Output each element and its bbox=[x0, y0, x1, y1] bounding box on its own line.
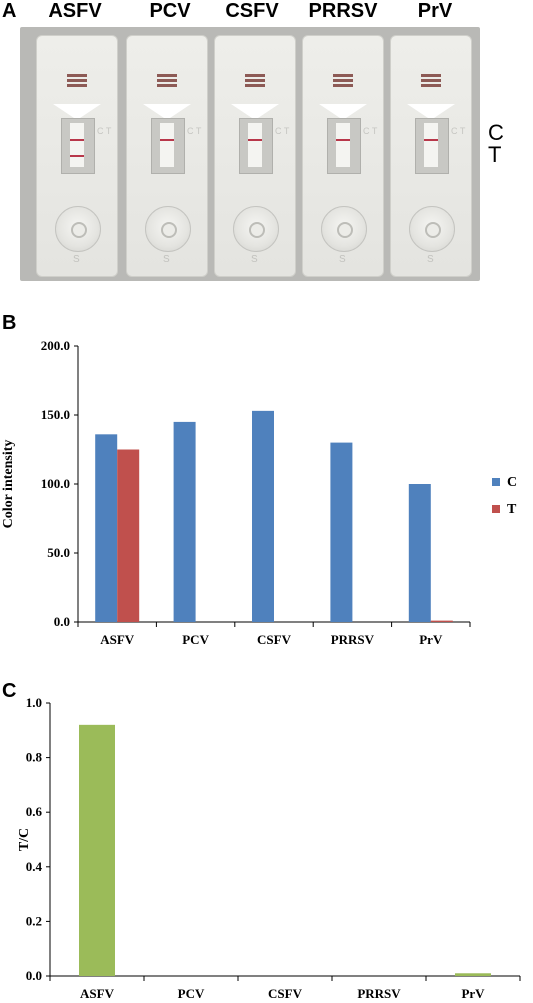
chart-c-t-over-c: 0.0 0.2 0.4 0.6 0.8 1.0 ASFV PCV CSFV PRRSV PrV T/C bbox=[17, 695, 521, 1001]
sample-well bbox=[321, 206, 367, 252]
panel-b-letter: B bbox=[2, 312, 17, 334]
strip-label-asfv: ASFV bbox=[48, 0, 102, 22]
strip-grip-marks bbox=[245, 74, 265, 88]
strip-grip-marks bbox=[157, 74, 177, 88]
y-tick-label: 50.0 bbox=[47, 545, 70, 560]
legend-swatch-c bbox=[492, 478, 500, 486]
strip-funnel bbox=[143, 104, 191, 120]
bar-c-asfv bbox=[95, 434, 118, 622]
legend-label-c: C bbox=[507, 475, 517, 490]
sample-well bbox=[145, 206, 191, 252]
strip-grip-marks bbox=[67, 74, 87, 88]
x-tick-label: PCV bbox=[182, 632, 209, 647]
control-line bbox=[424, 139, 438, 141]
y-tick-label: 0.2 bbox=[26, 913, 42, 928]
x-tick-label: CSFV bbox=[268, 986, 303, 1001]
strip-ct-mark: C T bbox=[187, 126, 202, 136]
t-line-label: T bbox=[488, 142, 502, 167]
strip-ct-mark: C T bbox=[451, 126, 466, 136]
sample-well bbox=[409, 206, 455, 252]
result-window bbox=[61, 118, 95, 174]
control-line bbox=[70, 139, 84, 141]
strip-ct-mark: C T bbox=[363, 126, 378, 136]
strip-funnel bbox=[319, 104, 367, 120]
test-strip-asfv: C T S bbox=[36, 35, 118, 277]
strip-label-prrsv: PRRSV bbox=[308, 0, 378, 22]
strip-s-mark: S bbox=[163, 254, 170, 265]
y-tick-label: 1.0 bbox=[26, 695, 42, 710]
bar-c-prrsv bbox=[330, 442, 353, 622]
y-axis-label: Color intensity bbox=[1, 440, 16, 529]
test-strip-prv: C T S bbox=[390, 35, 472, 277]
y-tick-label: 0.4 bbox=[26, 859, 43, 874]
y-tick-label: 150.0 bbox=[41, 407, 70, 422]
strip-grip-marks bbox=[333, 74, 353, 88]
y-axis-label: T/C bbox=[17, 828, 32, 851]
test-strip-pcv: C T S bbox=[126, 35, 208, 277]
strip-label-prv: PrV bbox=[417, 0, 453, 22]
y-tick-label: 100.0 bbox=[41, 476, 70, 491]
control-line bbox=[248, 139, 262, 141]
sample-well bbox=[233, 206, 279, 252]
x-tick-label: PrV bbox=[461, 986, 485, 1001]
y-tick-label: 0.8 bbox=[26, 750, 43, 765]
strip-funnel bbox=[407, 104, 455, 120]
strip-ct-mark: C T bbox=[97, 126, 112, 136]
x-tick-label: PrV bbox=[419, 632, 443, 647]
bar-c-pcv bbox=[173, 421, 196, 622]
x-tick-label: PRRSV bbox=[331, 632, 375, 647]
strip-s-mark: S bbox=[73, 254, 80, 265]
strip-s-mark: S bbox=[251, 254, 258, 265]
strip-labels: ASFV PCV CSFV PRRSV PrV bbox=[0, 0, 533, 28]
strip-grip-marks bbox=[421, 74, 441, 88]
bar-t-prv bbox=[430, 620, 453, 622]
strip-funnel bbox=[53, 104, 101, 120]
strip-label-csfv: CSFV bbox=[225, 0, 279, 22]
strip-s-mark: S bbox=[339, 254, 346, 265]
control-line bbox=[336, 139, 350, 141]
sample-well bbox=[55, 206, 101, 252]
strip-label-pcv: PCV bbox=[149, 0, 191, 22]
panel-a-letter: A bbox=[2, 0, 17, 22]
x-tick-label: PCV bbox=[178, 986, 205, 1001]
x-tick-label: ASFV bbox=[80, 986, 115, 1001]
bar-c-csfv bbox=[252, 410, 274, 622]
bar-asfv bbox=[79, 724, 115, 976]
chart-b-color-intensity: 0.0 50.0 100.0 150.0 200.0 ASFV PCV CSFV PRRSV Pr… bbox=[1, 338, 517, 647]
x-tick-label: CSFV bbox=[257, 632, 292, 647]
test-strip-photo: C T S C T S C T S C T S C T S bbox=[20, 27, 480, 281]
strip-s-mark: S bbox=[427, 254, 434, 265]
test-strip-prrsv: C T S bbox=[302, 35, 384, 277]
test-strip-csfv: C T S bbox=[214, 35, 296, 277]
y-tick-label: 0.0 bbox=[54, 614, 70, 629]
y-tick-label: 0.0 bbox=[26, 968, 42, 983]
strip-ct-mark: C T bbox=[275, 126, 290, 136]
result-window bbox=[415, 118, 449, 174]
result-window bbox=[239, 118, 273, 174]
result-window bbox=[151, 118, 185, 174]
legend-label-t: T bbox=[507, 502, 517, 517]
c-line-label: C bbox=[488, 120, 504, 145]
panel-c-letter: C bbox=[2, 680, 17, 702]
control-line bbox=[160, 139, 174, 141]
y-tick-label: 200.0 bbox=[41, 338, 70, 353]
bar-c-prv bbox=[408, 484, 431, 622]
x-tick-label: PRRSV bbox=[357, 986, 401, 1001]
x-tick-label: ASFV bbox=[100, 632, 135, 647]
y-tick-label: 0.6 bbox=[26, 804, 43, 819]
bar-prv bbox=[455, 973, 491, 976]
ct-side-label: C T bbox=[488, 122, 504, 166]
test-line bbox=[70, 155, 84, 157]
legend-swatch-t bbox=[492, 505, 500, 513]
result-window bbox=[327, 118, 361, 174]
strip-funnel bbox=[231, 104, 279, 120]
bar-t-asfv bbox=[117, 449, 140, 622]
